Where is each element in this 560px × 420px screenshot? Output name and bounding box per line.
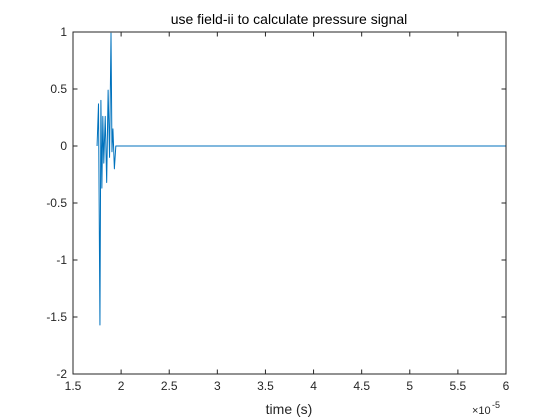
x-tick-label: 2: [118, 379, 125, 393]
tick-marks: [72, 31, 507, 375]
tick-labels: 1.5 2 2.5 3 3.5 4 4.5 5 5.5 6 -2 -1.5 -1 -0.5 0 0.5 1: [46, 25, 509, 393]
y-tick-label: 1: [60, 25, 67, 39]
x-tick-label: 4: [310, 379, 317, 393]
chart-title: use field-ii to calculate pressure signa…: [171, 11, 408, 27]
x-axis-exponent-base: ×10: [472, 405, 491, 417]
x-tick-label: 1.5: [65, 379, 82, 393]
axes-background: [73, 32, 506, 374]
x-tick-label: 5: [406, 379, 413, 393]
x-tick-label: 2.5: [161, 379, 178, 393]
x-tick-label: 4.5: [353, 379, 370, 393]
x-tick-label: 3: [214, 379, 221, 393]
y-tick-label: -2: [56, 367, 67, 381]
y-tick-label: -0.5: [46, 196, 67, 210]
x-tick-label: 6: [503, 379, 510, 393]
axes-box: [72, 31, 507, 375]
y-tick-label: -1: [56, 253, 67, 267]
x-tick-label: 5.5: [450, 379, 467, 393]
y-tick-label: -1.5: [46, 310, 67, 324]
y-tick-label: 0: [60, 139, 67, 153]
y-tick-label: 0.5: [50, 82, 67, 96]
x-axis-label: time (s): [266, 401, 313, 417]
x-tick-label: 3.5: [257, 379, 274, 393]
x-axis-exponent-power: -5: [492, 400, 500, 410]
series-line: [96, 32, 506, 326]
x-axis-exponent: ×10 -5: [472, 400, 500, 417]
